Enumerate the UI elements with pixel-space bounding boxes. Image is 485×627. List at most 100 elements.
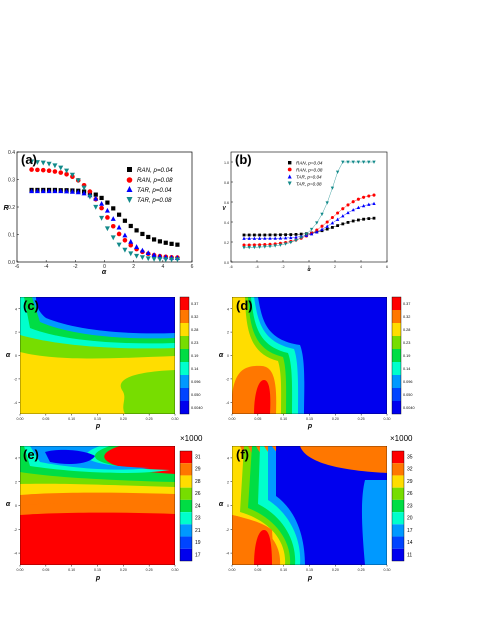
panel-b: -6 -4 -2 0 2 4 6 0.0 0.2 0.4 0.6 0.8 1.0 (b) α V RAN…: [222, 151, 388, 273]
panel-d-label: (d): [236, 298, 253, 313]
panel-c-ticks: 0.00 0.05 0.10 0.15 0.20 0.25 0.30 4 2 0 -2 -4: [14, 307, 179, 421]
panel-a-series-0-point-18: [134, 228, 139, 233]
y-tick-label: 0: [227, 354, 229, 358]
x-tick-label: 0.20: [332, 568, 339, 572]
panel-a-series-2-point-1: [34, 188, 40, 194]
y-tick-label: 0.1: [8, 232, 15, 238]
panel-a-series-2-point-17: [128, 238, 134, 244]
panel-b-series-3-point-14: [315, 221, 319, 225]
colorbar-swatch: [180, 524, 192, 537]
panel-a-series-3-point-18: [134, 253, 140, 259]
panel-a-series-2-point-20: [145, 250, 151, 256]
x-tick-label: 0.00: [17, 568, 24, 572]
x-tick-label: 0.25: [358, 417, 365, 421]
colorbar-swatch: [180, 310, 189, 323]
panel-e-multiplier: ×1000: [180, 434, 203, 443]
y-tick-label: -4: [14, 552, 17, 556]
y-tick-label: -4: [226, 552, 229, 556]
x-tick-label: 0.30: [384, 417, 391, 421]
panel-b-label: (b): [235, 152, 252, 167]
panel-b-series-3-point-19: [341, 160, 345, 164]
panel-a-series-3-point-1: [34, 160, 40, 165]
y-tick-label: 0.0: [8, 260, 15, 266]
panel-b-series-0-point-24: [367, 217, 371, 220]
panel-a-series-3-point-8: [75, 178, 81, 184]
panel-a-series-2-point-3: [46, 188, 52, 194]
panel-b-legend: RAN, p=0.04 RAN, p=0.08 TAR, p=0.04 TAR,…: [287, 161, 323, 187]
y-tick-label: 0.2: [8, 205, 15, 211]
panel-b-series-1-point-16: [325, 220, 329, 224]
x-tick-label: 0.15: [306, 417, 313, 421]
panel-b-series-2-point-24: [367, 202, 371, 206]
panel-d-ticks: 0.00 0.05 0.10 0.15 0.20 0.25 0.30 4 2 0 -2 -4: [226, 307, 391, 421]
legend-a-tar-004: TAR, p=0.04: [137, 187, 172, 194]
colorbar-swatch: [392, 375, 401, 388]
panel-b-marks: [242, 160, 376, 250]
panel-a-series-1-point-16: [122, 237, 128, 243]
x-tick-label: 2: [334, 265, 336, 269]
colorbar-level-label: 0.050: [403, 393, 413, 397]
colorbar-swatch: [180, 536, 192, 549]
panel-a-series-3-point-11: [93, 204, 99, 210]
panel-b-series-3-point-23: [361, 160, 366, 164]
panel-f-region-blue: [276, 446, 387, 565]
colorbar-level-label: 20: [407, 516, 413, 522]
panel-a-series-2-point-2: [40, 188, 46, 194]
x-tick-label: 0.00: [229, 417, 236, 421]
panel-b-series-2-point-22: [356, 205, 361, 209]
y-tick-label: 0.4: [8, 150, 15, 156]
panel-b-ticks: -6 -4 -2 0 2 4 6 0.0 0.2 0.4 0.6 0.8 1.0: [224, 161, 388, 269]
panel-a-series-3-point-25: [174, 257, 180, 263]
panel-a-series-0-point-21: [151, 237, 157, 242]
x-tick-label: 0.15: [94, 568, 101, 572]
x-tick-label: 0: [103, 264, 106, 270]
x-tick-label: -4: [44, 264, 49, 270]
colorbar-swatch: [392, 475, 404, 488]
y-tick-label: 4: [15, 457, 17, 461]
panel-b-series-0-point-5: [268, 233, 272, 237]
y-tick-label: 0.3: [8, 177, 15, 183]
panel-b-series-0-point-6: [273, 233, 277, 237]
colorbar-level-label: 0.0040: [403, 406, 415, 410]
colorbar-swatch: [392, 310, 401, 323]
x-tick-label: 4: [161, 264, 164, 270]
colorbar-frame: [179, 296, 190, 415]
panel-b-series-2-point-20: [346, 210, 350, 215]
colorbar-swatch: [180, 297, 189, 310]
panel-b-series-3-point-8: [283, 242, 288, 246]
colorbar-level-label: 24: [195, 503, 201, 509]
panel-a-series-3-point-6: [64, 168, 70, 174]
panel-b-series-2-point-8: [283, 236, 288, 240]
panel-b-series-2-point-9: [289, 235, 293, 240]
panel-a-series-1-point-0: [29, 167, 34, 172]
panel-b-series-3-point-12: [304, 232, 309, 236]
colorbar-swatch: [392, 524, 404, 537]
colorbar-level-label: 31: [195, 455, 201, 461]
x-tick-label: 0.20: [120, 417, 127, 421]
panel-b-series-3-point-10: [294, 239, 298, 243]
legend-a-marker-ran-008: [126, 177, 133, 183]
panel-b-series-3-point-21: [351, 160, 355, 164]
colorbar-level-label: 0.37: [403, 302, 410, 306]
legend-b-marker-ran-008: [287, 167, 292, 172]
colorbar-level-label: 0.0040: [191, 406, 203, 410]
y-tick-label: -4: [14, 401, 17, 405]
panel-a-series-1-point-12: [99, 205, 104, 211]
panel-b-series-3-point-5: [268, 245, 272, 249]
panel-a-ticks: -6 -4 -2 0 2 4 6 0.0 0.1 0.2 0.3 0.4: [8, 150, 194, 270]
panel-c-label: (c): [23, 298, 39, 313]
panel-a-series-3-point-23: [163, 257, 169, 263]
panel-b-series-3-point-22: [356, 160, 361, 164]
panel-a-series-3-point-14: [110, 235, 116, 241]
panel-b-series-2-point-18: [335, 217, 340, 221]
panel-a-series-2-point-15: [116, 224, 122, 230]
colorbar-level-label: 29: [407, 479, 413, 485]
colorbar-frame: [179, 450, 193, 562]
panel-a-series-3-point-10: [87, 194, 93, 200]
colorbar-swatch: [392, 297, 401, 310]
colorbar-swatch: [180, 487, 192, 500]
colorbar-level-label: 0.14: [191, 367, 198, 371]
colorbar-frame: [391, 450, 405, 562]
x-tick-label: -6: [229, 265, 232, 269]
